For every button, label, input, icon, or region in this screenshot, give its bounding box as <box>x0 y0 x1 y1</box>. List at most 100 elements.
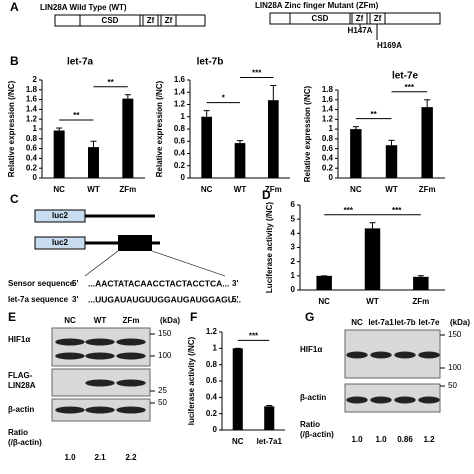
band <box>394 396 416 404</box>
significance-label: *** <box>344 206 354 215</box>
zoom <box>84 250 119 277</box>
y-tick-label: 0.4 <box>322 154 334 163</box>
ratio-value: 1.0 <box>64 453 76 462</box>
sequence: ...AACTATACAACCTACTACCTCA... <box>88 278 229 288</box>
blot-label: HIF1α <box>8 335 30 344</box>
significance-label: ** <box>371 110 378 119</box>
x-tick-label: NC <box>201 185 213 194</box>
error-bar <box>124 94 131 99</box>
x-tick-label: ZFm <box>412 297 429 306</box>
lane-label: ZFm <box>123 316 140 325</box>
y-tick-label: 0.2 <box>26 163 38 172</box>
kda-marker: 25 <box>158 386 167 395</box>
y-tick-label: 0.6 <box>206 376 218 385</box>
significance-label: *** <box>405 83 415 92</box>
band <box>418 351 440 359</box>
y-tick-label: 0.4 <box>206 392 218 401</box>
band <box>116 338 146 346</box>
y-axis-label: Relative expression (/NC) <box>7 80 16 177</box>
y-tick-label: 0.6 <box>322 144 334 153</box>
bar <box>234 143 246 178</box>
blot-label: β-actin <box>300 393 326 402</box>
error-bar <box>424 99 431 108</box>
y-tick-label: 0 <box>291 285 296 294</box>
bar <box>201 116 212 178</box>
kda-marker: 50 <box>158 398 167 407</box>
kda-header: (kDa) <box>450 318 470 327</box>
blot-label: HIF1α <box>300 345 322 354</box>
significance-label: * <box>222 94 226 103</box>
bar <box>122 98 134 178</box>
ratio-label: (/β-actin) <box>8 438 42 447</box>
y-tick-label: 4 <box>291 228 296 237</box>
domain <box>142 14 159 27</box>
y-tick-label: 1 <box>213 343 218 352</box>
y-tick-label: 2 <box>291 257 296 266</box>
y-tick-label: 1.2 <box>174 100 186 109</box>
x-tick-label: NC <box>53 185 65 194</box>
bar <box>385 145 398 178</box>
sensor-box <box>118 235 152 251</box>
x-tick-label: WT <box>366 297 379 306</box>
y-tick-label: 0 <box>33 173 38 182</box>
ratio-value: 0.86 <box>397 435 413 444</box>
bar <box>232 348 243 430</box>
x-tick-label: NC <box>350 185 362 194</box>
significance-label: *** <box>392 206 402 215</box>
panel-label: A <box>10 0 19 14</box>
y-tick-label: 1.6 <box>174 75 186 84</box>
band <box>346 396 368 404</box>
y-tick-label: 1 <box>181 112 186 121</box>
y-tick-label: 0.4 <box>174 149 186 158</box>
ratio-value: 1.0 <box>351 435 363 444</box>
ratio-value: 1.2 <box>423 435 435 444</box>
y-tick-label: 0.8 <box>174 124 186 133</box>
y-tick-label: 0.8 <box>26 134 38 143</box>
panel-label: E <box>8 310 16 324</box>
kda-marker: 100 <box>448 363 462 372</box>
band <box>394 351 416 359</box>
y-tick-label: 0.2 <box>206 409 218 418</box>
band <box>85 338 115 346</box>
significance-label: *** <box>252 69 262 78</box>
zfm-title: LIN28A Zinc finger Mutant (ZFm) <box>255 1 379 10</box>
y-tick-label: 5 <box>291 214 296 223</box>
y-tick-label: 1.2 <box>26 114 38 123</box>
lane-label: NC <box>351 318 363 327</box>
error-bar <box>56 127 63 131</box>
x-tick-label: ZFm <box>419 185 436 194</box>
x-tick-label: ZFm <box>265 185 282 194</box>
error-bar <box>237 140 243 144</box>
band <box>85 379 115 387</box>
y-tick-label: 0.8 <box>322 134 334 143</box>
error-bar <box>266 405 273 407</box>
sequence: ...UUGAUAUGUUGGAUGAUGGAGU... <box>88 294 241 304</box>
x-tick-label: NC <box>232 437 244 446</box>
domain-label: Zf <box>374 14 382 23</box>
panel-label: D <box>262 188 271 202</box>
y-tick-label: 1.8 <box>26 85 38 94</box>
lane-label: let-7a1 <box>368 318 394 327</box>
y-axis-label: luciferase activity (/NC) <box>187 336 196 425</box>
error-bar <box>417 275 424 277</box>
error-bar <box>90 140 97 148</box>
ratio-value: 2.1 <box>94 453 106 462</box>
y-tick-label: 1.2 <box>206 327 218 336</box>
y-tick-label: 0 <box>329 173 334 182</box>
significance-label: ** <box>108 78 115 87</box>
y-tick-label: 0.8 <box>206 360 218 369</box>
sequence-label: Sensor sequence <box>8 279 75 288</box>
wt-title: LIN28A Wild Type (WT) <box>40 3 127 12</box>
chart-title: let-7e <box>392 71 419 82</box>
sequence-label: 5' <box>72 279 78 288</box>
bar <box>268 100 279 178</box>
band <box>55 406 85 414</box>
y-tick-label: 0 <box>181 173 186 182</box>
error-bar <box>388 139 395 146</box>
domain-label: CSD <box>102 16 119 25</box>
bar <box>264 406 275 430</box>
band <box>55 352 85 360</box>
ratio-label: (/β-actin) <box>300 430 334 439</box>
y-axis-label: Luciferase activity (/NC) <box>265 202 274 293</box>
x-tick-label: let-7a1 <box>257 437 283 446</box>
